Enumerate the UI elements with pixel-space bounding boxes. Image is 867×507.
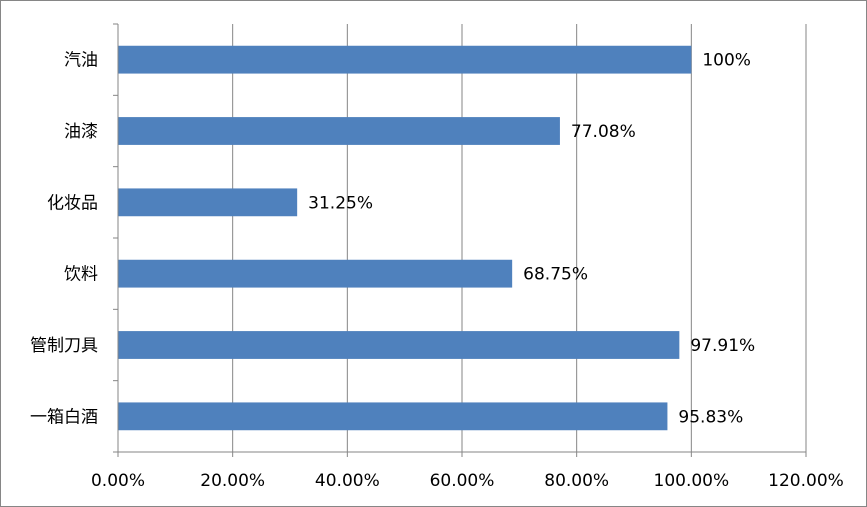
x-tick-label: 40.00% <box>315 471 380 491</box>
bar <box>118 117 560 145</box>
data-label: 100% <box>702 51 751 71</box>
data-label: 97.91% <box>690 336 755 356</box>
category-label: 化妆品 <box>47 193 98 213</box>
category-label: 汽油 <box>64 51 98 71</box>
gridlines <box>232 24 807 452</box>
bar <box>118 45 692 74</box>
bars <box>118 45 692 431</box>
bar <box>118 331 680 359</box>
category-label: 管制刀具 <box>30 336 98 356</box>
bar <box>118 259 513 288</box>
x-tick-label: 20.00% <box>200 471 265 491</box>
category-label: 饮料 <box>64 265 98 285</box>
x-tick-label: 100.00% <box>654 471 730 491</box>
labels: 0.00% 20.00% 40.00% 60.00% 80.00% 100.00% 120.… <box>30 51 844 491</box>
data-label: 68.75% <box>523 265 588 285</box>
x-tick-label: 80.00% <box>544 471 609 491</box>
x-tick-label: 120.00% <box>768 471 844 491</box>
bar <box>118 188 298 217</box>
x-tick-label: 0.00% <box>91 471 145 491</box>
axes <box>113 23 807 457</box>
data-label: 95.83% <box>678 407 743 427</box>
category-label: 油漆 <box>64 122 98 142</box>
bar <box>118 402 668 431</box>
category-label: 一箱白酒 <box>30 407 98 427</box>
x-tick-label: 60.00% <box>430 471 495 491</box>
data-label: 77.08% <box>571 122 636 142</box>
data-label: 31.25% <box>308 193 373 213</box>
